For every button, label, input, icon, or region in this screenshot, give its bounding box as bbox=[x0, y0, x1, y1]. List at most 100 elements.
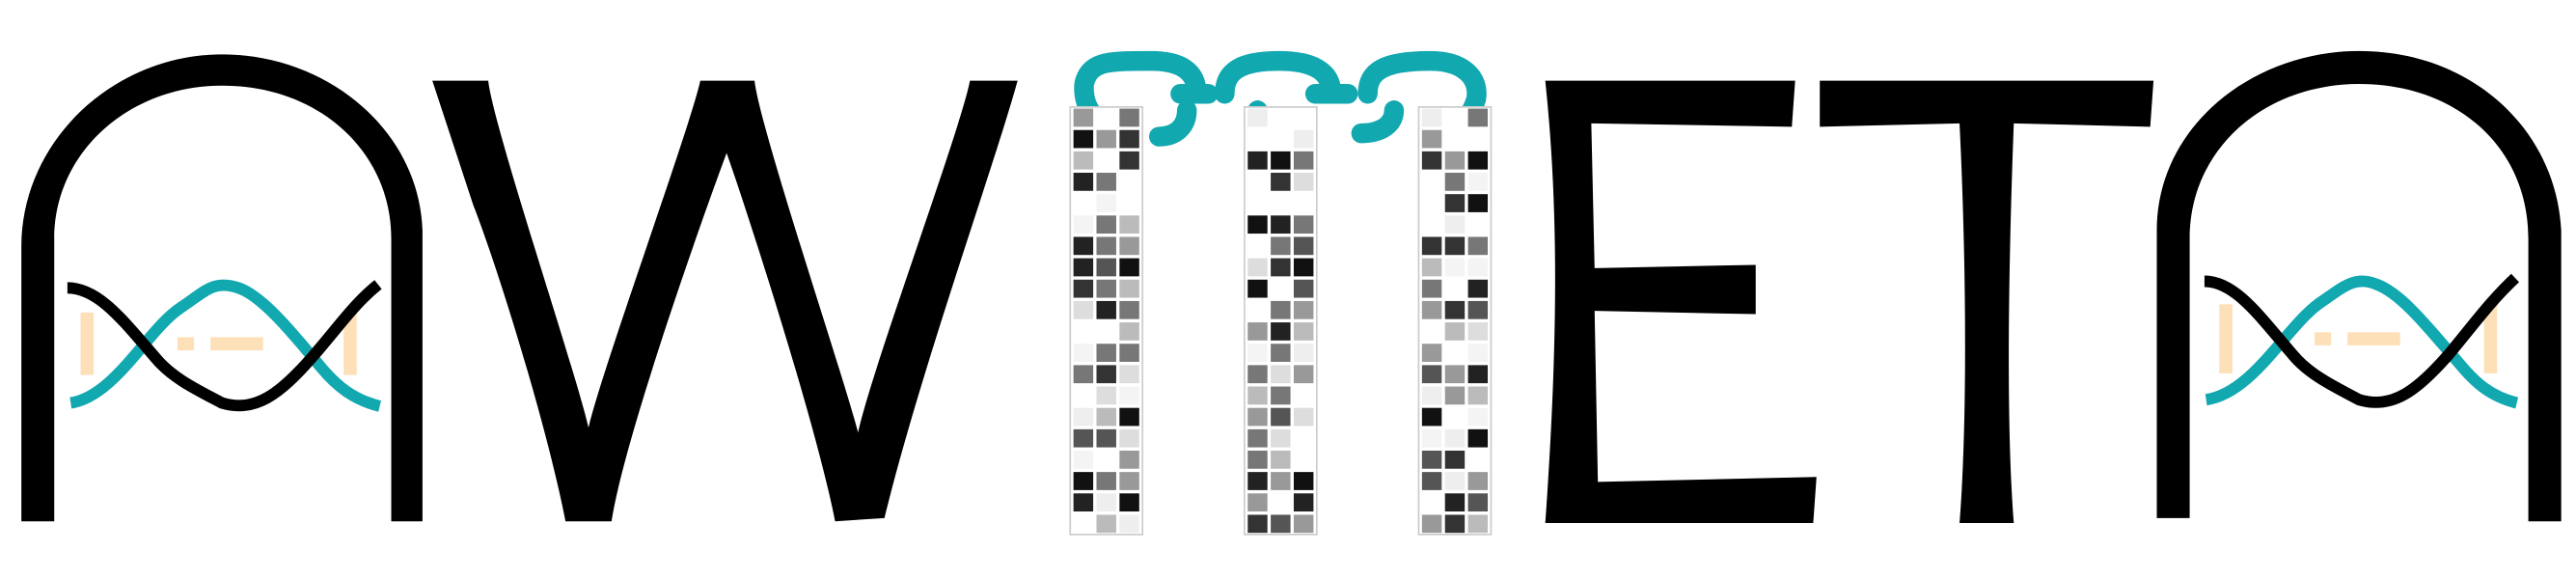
pixel-cell bbox=[1119, 514, 1139, 534]
pixel-grid-icon bbox=[1069, 106, 1493, 536]
pixel-cell bbox=[1271, 514, 1291, 534]
pixel-cell bbox=[1073, 108, 1094, 127]
pixel-column bbox=[1243, 106, 1318, 536]
pixel-cell bbox=[1096, 472, 1116, 490]
pixel-cell bbox=[1073, 258, 1094, 277]
pixel-cell bbox=[1271, 300, 1291, 319]
pixel-cell bbox=[1467, 194, 1489, 212]
pixel-cell bbox=[1421, 386, 1442, 405]
pixel-cell bbox=[1444, 151, 1466, 170]
pixel-cell bbox=[1119, 493, 1139, 512]
pixel-cell bbox=[1119, 428, 1139, 448]
pixel-cell bbox=[1293, 514, 1314, 534]
pixel-cell bbox=[1421, 236, 1442, 256]
pixel-cell bbox=[1293, 407, 1314, 427]
pixel-cell bbox=[1119, 407, 1139, 427]
pixel-cell bbox=[1444, 514, 1466, 534]
pixel-cell bbox=[1467, 407, 1489, 427]
pixel-column bbox=[1417, 106, 1493, 536]
pixel-cell bbox=[1444, 215, 1466, 234]
pixel-cell bbox=[1271, 386, 1291, 405]
pixel-cell bbox=[1247, 344, 1268, 362]
pixel-cell bbox=[1271, 151, 1291, 170]
pixel-cell bbox=[1421, 514, 1442, 534]
pixel-cell bbox=[1119, 322, 1139, 341]
pixel-cell bbox=[1119, 344, 1139, 362]
pixel-cell bbox=[1293, 215, 1314, 234]
pixel-cell bbox=[1096, 493, 1116, 512]
pixel-cell bbox=[1247, 472, 1268, 490]
pixel-cell bbox=[1073, 279, 1094, 298]
pixel-cell bbox=[1293, 279, 1314, 298]
dna-helix-icon bbox=[2204, 273, 2520, 409]
pixel-cell bbox=[1119, 472, 1139, 490]
pixel-cell bbox=[1444, 258, 1466, 277]
pixel-cell bbox=[1467, 386, 1489, 405]
pixel-cell bbox=[1271, 236, 1291, 256]
pixel-cell bbox=[1293, 151, 1314, 170]
pixel-cell bbox=[1073, 151, 1094, 170]
pixel-cell bbox=[1293, 472, 1314, 490]
pixel-cell bbox=[1271, 322, 1291, 341]
pixel-cell bbox=[1421, 407, 1442, 427]
pixel-cell bbox=[1073, 300, 1094, 319]
pixel-cell bbox=[1271, 173, 1291, 191]
pixel-cell bbox=[1421, 428, 1442, 448]
pixel-cell bbox=[1293, 322, 1314, 341]
pixel-cell bbox=[1096, 428, 1116, 448]
pixel-cell bbox=[1096, 514, 1116, 534]
pixel-cell bbox=[1073, 472, 1094, 490]
pixel-cell bbox=[1119, 258, 1139, 277]
pixel-cell bbox=[1467, 279, 1489, 298]
pixel-cell bbox=[1247, 514, 1268, 534]
pixel-cell bbox=[1444, 365, 1466, 384]
pixel-cell bbox=[1271, 407, 1291, 427]
pixel-cell bbox=[1096, 194, 1116, 212]
pixel-cell bbox=[1467, 258, 1489, 277]
pixel-cell bbox=[1421, 300, 1442, 319]
pixel-cell bbox=[1444, 450, 1466, 469]
pixel-cell bbox=[1073, 365, 1094, 384]
pixel-cell bbox=[1247, 386, 1268, 405]
pixel-cell bbox=[1421, 108, 1442, 127]
pixel-cell bbox=[1421, 365, 1442, 384]
pixel-cell bbox=[1467, 344, 1489, 362]
pixel-cell bbox=[1421, 450, 1442, 469]
pixel-cell bbox=[1467, 493, 1489, 512]
pixel-cell bbox=[1444, 472, 1466, 490]
pixel-cell bbox=[1467, 151, 1489, 170]
pixel-cell bbox=[1271, 472, 1291, 490]
pixel-cell bbox=[1271, 450, 1291, 469]
pixel-column bbox=[1069, 106, 1144, 536]
pixel-cell bbox=[1119, 300, 1139, 319]
pixel-cell bbox=[1247, 450, 1268, 469]
pixel-cell bbox=[1119, 279, 1139, 298]
pixel-cell bbox=[1096, 407, 1116, 427]
pixel-cell bbox=[1247, 428, 1268, 448]
pixel-cell bbox=[1096, 215, 1116, 234]
pixel-cell bbox=[1293, 129, 1314, 149]
pixel-cell bbox=[1421, 344, 1442, 362]
pixel-cell bbox=[1444, 300, 1466, 319]
pixel-cell bbox=[1247, 279, 1268, 298]
pixel-cell bbox=[1444, 428, 1466, 448]
pixel-cell bbox=[1247, 108, 1268, 127]
dna-helix-icon bbox=[67, 279, 382, 412]
pixel-cell bbox=[1444, 386, 1466, 405]
pixel-cell bbox=[1073, 129, 1094, 149]
pixel-cell bbox=[1444, 322, 1466, 341]
pixel-cell bbox=[1293, 258, 1314, 277]
pixel-cell bbox=[1467, 428, 1489, 448]
pixel-cell bbox=[1119, 386, 1139, 405]
pixel-cell bbox=[1247, 493, 1268, 512]
pixel-cell bbox=[1096, 279, 1116, 298]
pixel-cell bbox=[1271, 365, 1291, 384]
pixel-cell bbox=[1293, 344, 1314, 362]
pixel-cell bbox=[1119, 450, 1139, 469]
pixel-cell bbox=[1096, 258, 1116, 277]
pixel-cell bbox=[1119, 236, 1139, 256]
pixel-cell bbox=[1073, 450, 1094, 469]
pixel-cell bbox=[1096, 236, 1116, 256]
